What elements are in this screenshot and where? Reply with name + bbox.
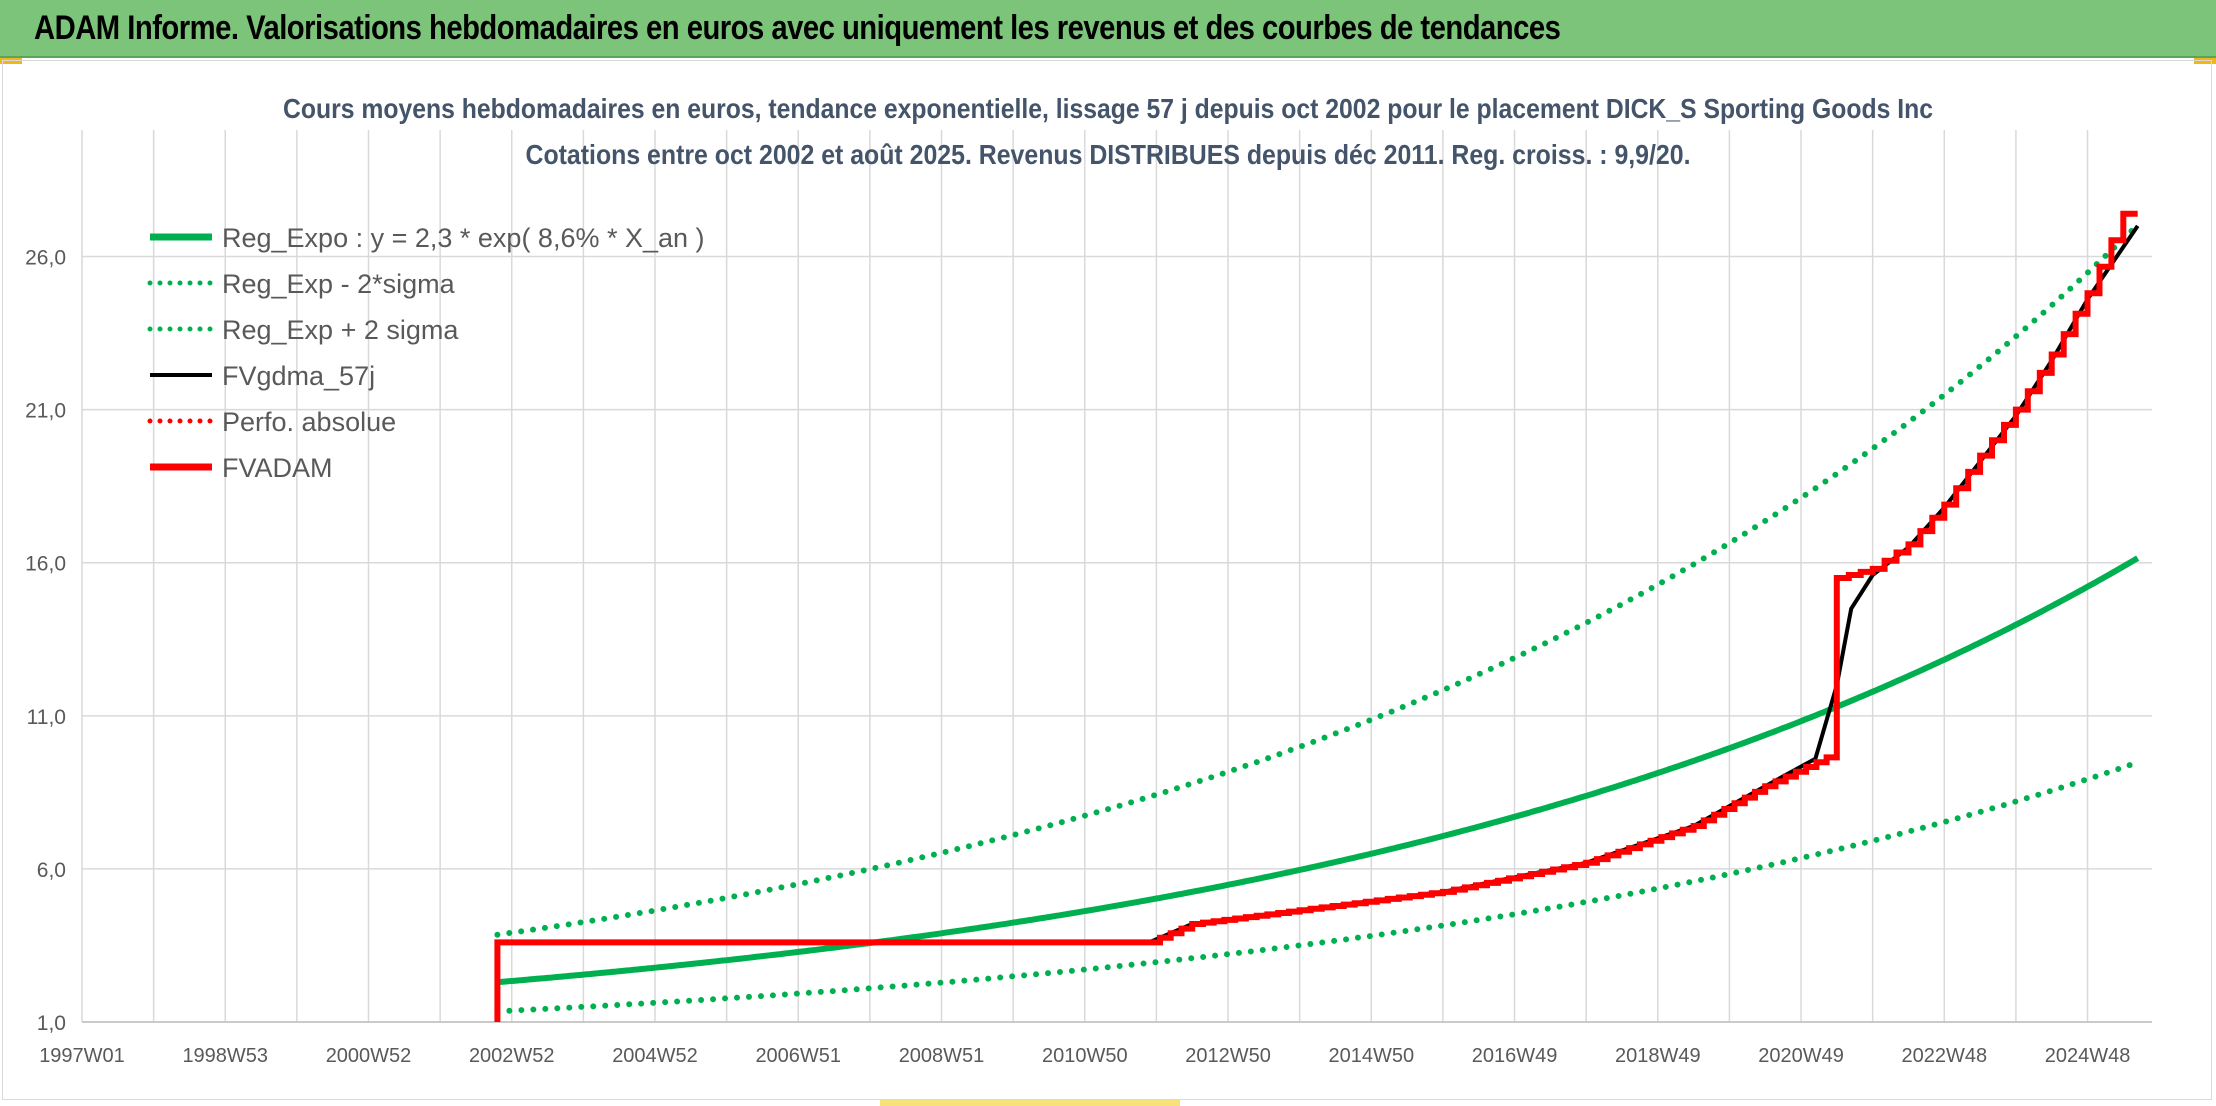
y-tick-label: 16,0 — [25, 553, 66, 576]
x-tick-label: 2012W50 — [1185, 1045, 1271, 1067]
legend-label: FVgdma_57j — [222, 361, 375, 391]
chart-subtitle: Cotations entre oct 2002 et août 2025. R… — [526, 139, 1691, 170]
x-tick-label: 2002W52 — [469, 1045, 555, 1067]
legend-label: Reg_Expo : y = 2,3 * exp( 8,6% * X_an ) — [222, 223, 705, 253]
corner-mark-left — [0, 58, 22, 64]
axis-labels: 1,0 6,0 11,0 16,0 21,0 26,0 1997W01 1998W53 2000… — [25, 247, 2130, 1067]
y-tick-label: 26,0 — [25, 247, 66, 270]
legend: Reg_Expo : y = 2,3 * exp( 8,6% * X_an ) R… — [147, 223, 705, 483]
x-tick-label: 2004W52 — [612, 1045, 698, 1067]
report-title: ADAM Informe. Valorisations hebdomadaire… — [34, 9, 1561, 47]
x-tick-label: 2018W49 — [1615, 1045, 1701, 1067]
x-tick-label: 1998W53 — [182, 1045, 268, 1067]
series-line-5 — [494, 210, 2138, 1022]
chart-title: Cours moyens hebdomadaires en euros, ten… — [283, 93, 1933, 124]
y-tick-label: 21,0 — [25, 400, 66, 423]
series-line-0 — [497, 555, 2140, 986]
x-tick-label: 2020W49 — [1758, 1045, 1844, 1067]
x-tick-label: 2014W50 — [1328, 1045, 1414, 1067]
series-line-2 — [494, 221, 2141, 938]
x-tick-label: 2022W48 — [1901, 1045, 1987, 1067]
x-tick-label: 2008W51 — [899, 1045, 985, 1067]
x-tick-label: 2010W50 — [1042, 1045, 1128, 1067]
title-banner: ADAM Informe. Valorisations hebdomadaire… — [0, 0, 2216, 58]
x-tick-label: 2000W52 — [326, 1045, 412, 1067]
series-line-3 — [497, 224, 2140, 945]
legend-label: Reg_Exp + 2 sigma — [222, 315, 459, 345]
y-tick-label: 1,0 — [37, 1012, 66, 1035]
series-layer — [494, 210, 2141, 1022]
y-tick-label: 6,0 — [37, 859, 66, 882]
x-tick-label: 2024W48 — [2045, 1045, 2131, 1067]
x-tick-label: 2006W51 — [755, 1045, 841, 1067]
y-tick-label: 11,0 — [27, 706, 66, 729]
corner-mark-right — [2194, 58, 2216, 64]
legend-label: FVADAM — [222, 453, 333, 483]
series-line-1 — [494, 759, 2141, 1015]
legend-label: Reg_Exp - 2*sigma — [222, 269, 456, 299]
x-tick-label: 1997W01 — [39, 1045, 125, 1067]
legend-label: Perfo. absolue — [222, 407, 396, 437]
gridlines — [81, 130, 2152, 1023]
bottom-strip — [880, 1100, 1180, 1106]
x-tick-label: 2016W49 — [1472, 1045, 1558, 1067]
chart-frame — [2, 60, 2212, 1100]
